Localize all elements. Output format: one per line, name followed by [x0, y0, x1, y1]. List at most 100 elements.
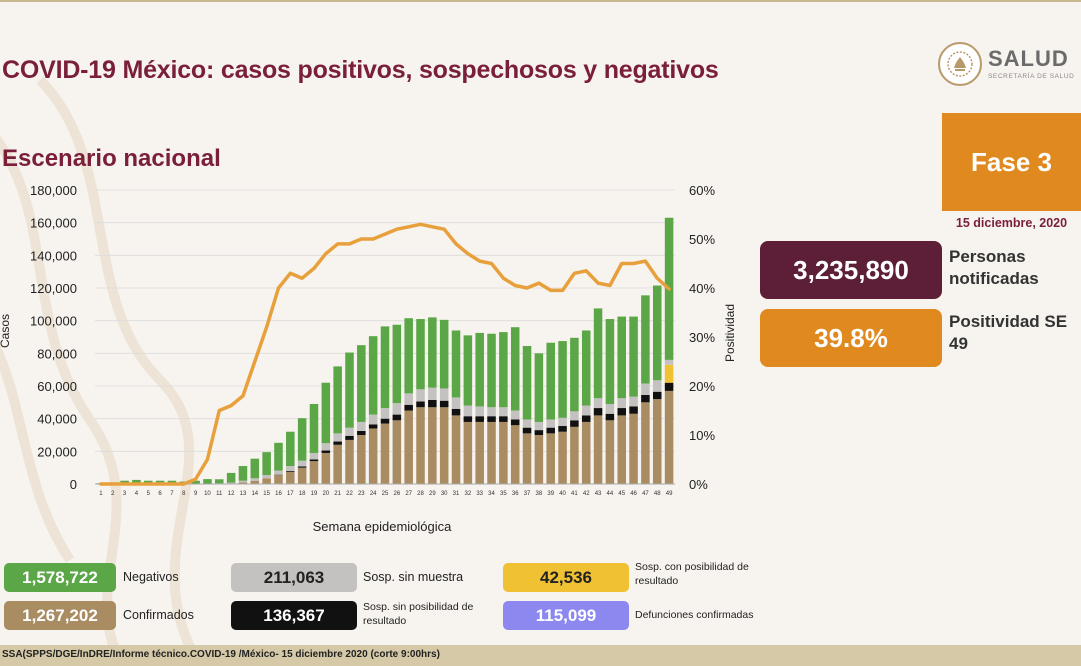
x-tick-label: 39	[547, 491, 554, 497]
bar-sosp-sin-posibilidad-de-resultado	[641, 394, 650, 403]
x-tick-label: 1	[99, 491, 103, 497]
bar-negativos	[487, 333, 496, 408]
x-tick-label: 2	[111, 491, 115, 497]
y-tick-label: 0	[70, 477, 77, 492]
x-tick-label: 48	[654, 491, 661, 497]
y-tick-label: 120,000	[30, 281, 77, 296]
bar-sosp-sin-posibilidad-de-resultado	[297, 466, 307, 468]
page-subtitle: Escenario nacional	[2, 145, 221, 172]
bar-confirmados	[522, 433, 532, 484]
bar-sosp-sin-muestra	[664, 359, 674, 365]
bar-sosp-sin-muestra	[487, 407, 496, 417]
bar-sosp-sin-posibilidad-de-resultado	[522, 427, 532, 434]
bar-negativos	[226, 472, 236, 483]
bar-sosp-sin-muestra	[605, 403, 615, 414]
x-tick-label: 37	[524, 491, 531, 497]
x-tick-label: 30	[441, 491, 448, 497]
legend-confirmados-value: 1,267,202	[22, 605, 98, 625]
bar-negativos	[617, 316, 626, 399]
x-tick-label: 40	[559, 491, 566, 497]
x-tick-label: 8	[182, 491, 186, 497]
x-tick-label: 38	[536, 491, 543, 497]
x-tick-label: 24	[370, 491, 377, 497]
bar-confirmados	[664, 390, 674, 484]
legend-sin-posibilidad-value: 136,367	[263, 605, 325, 625]
bar-negativos	[392, 324, 402, 404]
bar-negativos	[428, 317, 437, 388]
bar-sosp-con-posibilidad-de-resultado	[664, 364, 674, 383]
bar-confirmados	[368, 428, 378, 484]
bar-confirmados	[416, 407, 425, 484]
bar-confirmados	[558, 431, 567, 484]
bar-negativos	[345, 352, 354, 428]
bar-negativos	[605, 319, 615, 404]
cases-chart: 0 20,000 40,000 60,000 80,000 100,000 120,000 1…	[0, 183, 737, 534]
bar-sosp-sin-muestra	[321, 443, 331, 451]
y2-tick-label: 10%	[689, 428, 715, 443]
notified-label: Personas notificadas	[949, 247, 1039, 288]
y2-tick-label: 20%	[689, 379, 715, 394]
y2-tick-label: 50%	[689, 232, 715, 247]
bar-sosp-sin-posibilidad-de-resultado	[368, 424, 378, 429]
x-tick-label: 11	[216, 491, 223, 497]
bar-sosp-sin-muestra	[297, 460, 307, 467]
bar-sosp-sin-muestra	[652, 380, 662, 392]
bar-negativos	[203, 479, 212, 484]
bar-sosp-sin-muestra	[593, 398, 603, 409]
x-tick-label: 21	[334, 491, 341, 497]
bar-negativos	[439, 319, 449, 389]
positivity-line	[99, 222, 671, 486]
bar-negativos	[522, 345, 532, 420]
bar-sosp-sin-posibilidad-de-resultado	[357, 430, 366, 435]
x-tick-label: 34	[488, 491, 495, 497]
bar-confirmados	[274, 475, 283, 484]
page-title: COVID-19 México: casos positivos, sospec…	[2, 56, 719, 84]
y2-tick-label: 40%	[689, 281, 715, 296]
bar-confirmados	[570, 426, 579, 484]
bar-sosp-sin-posibilidad-de-resultado	[309, 459, 319, 462]
x-tick-label: 18	[299, 491, 306, 497]
y-axis-label: Casos	[0, 314, 12, 348]
bar-negativos	[215, 479, 224, 484]
bar-sosp-sin-muestra	[286, 466, 295, 471]
logo-subtitle: SECRETARÍA DE SALUD	[988, 73, 1075, 80]
bar-sosp-sin-muestra	[392, 403, 402, 415]
bar-confirmados	[475, 421, 484, 484]
footer-source: SSA(SPPS/DGE/InDRE/Informe técnico.COVID…	[0, 645, 1081, 666]
bar-sosp-sin-muestra	[617, 398, 626, 409]
x-tick-label: 43	[595, 491, 602, 497]
x-tick-label: 7	[170, 491, 174, 497]
x-tick-label: 29	[429, 491, 436, 497]
legend-defunciones-value: 115,099	[535, 605, 597, 625]
x-tick-label: 14	[251, 491, 258, 497]
bar-sosp-sin-muestra	[522, 419, 532, 428]
bar-confirmados	[262, 478, 271, 484]
bar-sosp-sin-posibilidad-de-resultado	[392, 414, 402, 421]
x-axis-label: Semana epidemiológica	[313, 519, 453, 534]
bar-sosp-sin-muestra	[345, 427, 354, 436]
bar-confirmados	[546, 433, 555, 484]
bar-sosp-sin-posibilidad-de-resultado	[605, 413, 615, 421]
bar-sosp-sin-muestra	[534, 421, 544, 431]
bar-confirmados	[510, 425, 520, 484]
bar-negativos	[333, 366, 342, 434]
y2-tick-label: 60%	[689, 183, 715, 198]
bar-confirmados	[439, 407, 449, 484]
bar-sosp-sin-posibilidad-de-resultado	[404, 404, 413, 411]
bar-sosp-sin-posibilidad-de-resultado	[380, 418, 390, 424]
x-tick-label: 4	[135, 491, 139, 497]
bar-negativos	[416, 319, 425, 390]
bar-sosp-sin-muestra	[463, 405, 473, 417]
eagle-emblem-icon	[938, 42, 982, 86]
bar-negativos	[451, 330, 461, 398]
bar-negativos	[380, 326, 390, 409]
x-tick-label: 15	[263, 491, 270, 497]
x-tick-label: 47	[642, 491, 649, 497]
bar-confirmados	[333, 444, 342, 484]
legend-sin-posibilidad-label: Sosp. sin posibilidad de resultado	[363, 601, 474, 627]
bar-sosp-sin-muestra	[416, 389, 425, 402]
x-tick-label: 45	[618, 491, 625, 497]
bar-confirmados	[392, 420, 402, 484]
legend-sin-muestra-label: Sosp. sin muestra	[363, 570, 464, 584]
x-tick-label: 22	[346, 491, 353, 497]
